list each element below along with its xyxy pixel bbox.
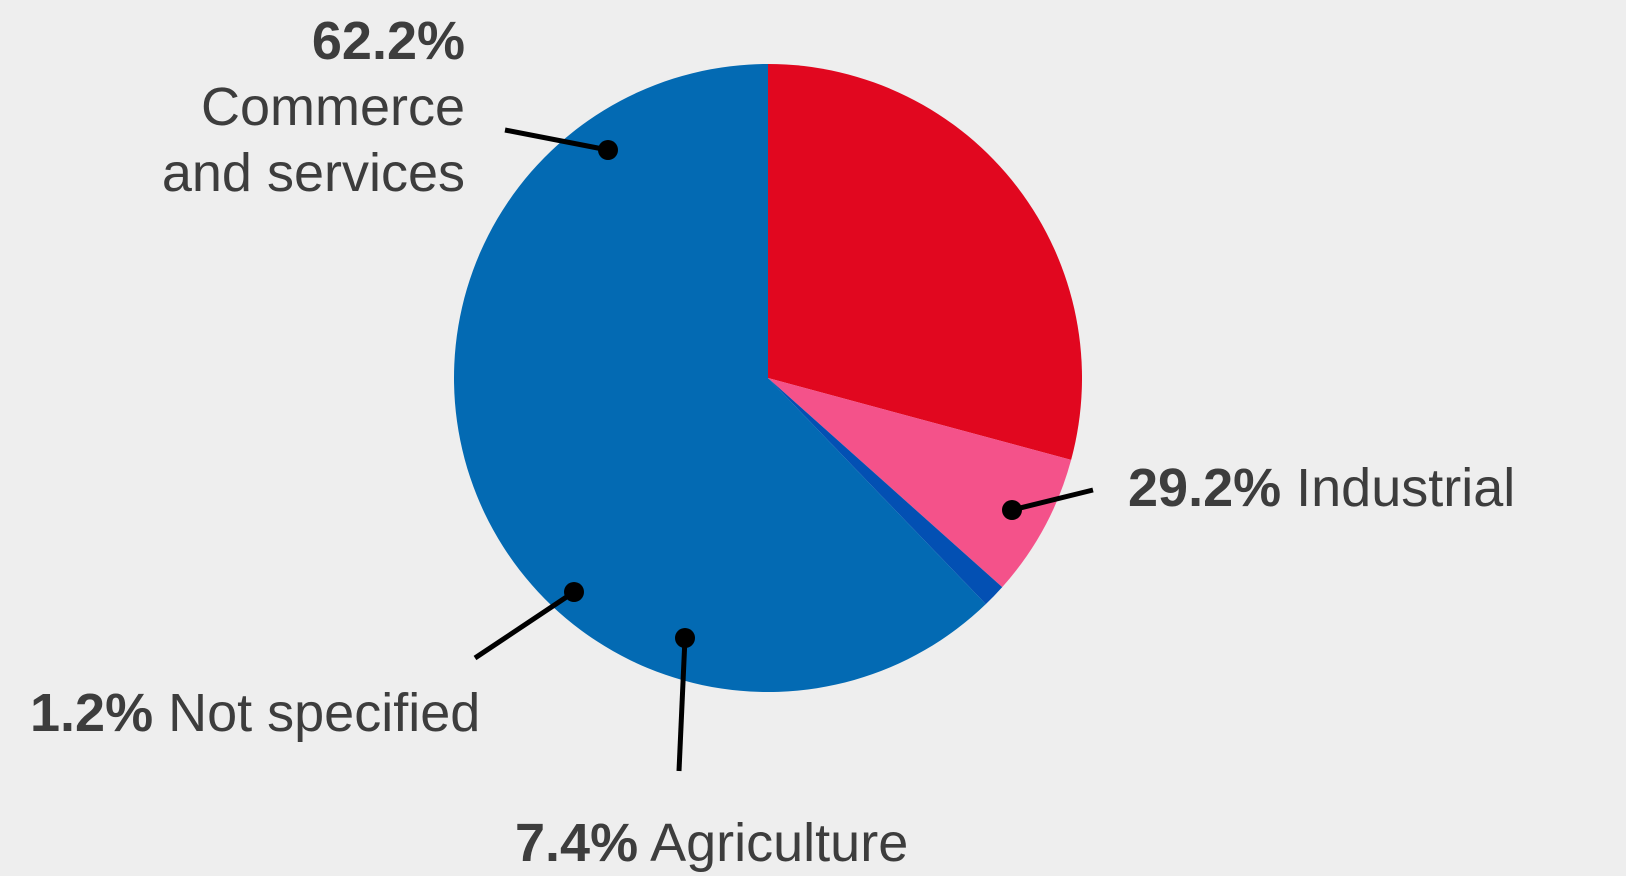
slice-name-agriculture: Agriculture [650,813,909,873]
slice-pct-industrial: 29.2% [1128,458,1282,518]
pie-slice-agriculture [768,378,1072,588]
slice-pct-commerce: 62.2% [311,11,465,71]
pie-slice-commerce [454,64,986,692]
pie-slice-industrial [768,64,1082,460]
slice-name-industrial: Industrial [1296,458,1516,518]
leader-dot-commerce [598,140,618,160]
slice-name-commerce-line1: Commerce [200,77,465,137]
slice-pct-not-specified: 1.2% [30,683,154,743]
leader-dot-industrial [1002,500,1022,520]
slice-label-industrial: 29.2% Industrial [1128,455,1515,521]
slice-label-commerce: 62.2% Commerce and services [162,8,465,206]
leader-dot-agriculture [675,628,695,648]
leader-line-industrial [1011,487,1094,513]
slice-label-not-specified: 1.2% Not specified [30,680,480,746]
leader-line-agriculture [676,637,688,772]
slice-name-commerce-line2: and services [161,143,465,203]
slice-name-not-specified: Not specified [168,683,481,743]
leader-dot-not-specified [564,582,584,602]
leader-line-commerce [504,127,609,153]
slice-label-agriculture: 7.4% Agriculture [515,810,908,876]
leader-line-not-specified [473,589,576,661]
pie-slice-not-specified [768,378,1003,605]
slice-pct-agriculture: 7.4% [515,813,639,873]
